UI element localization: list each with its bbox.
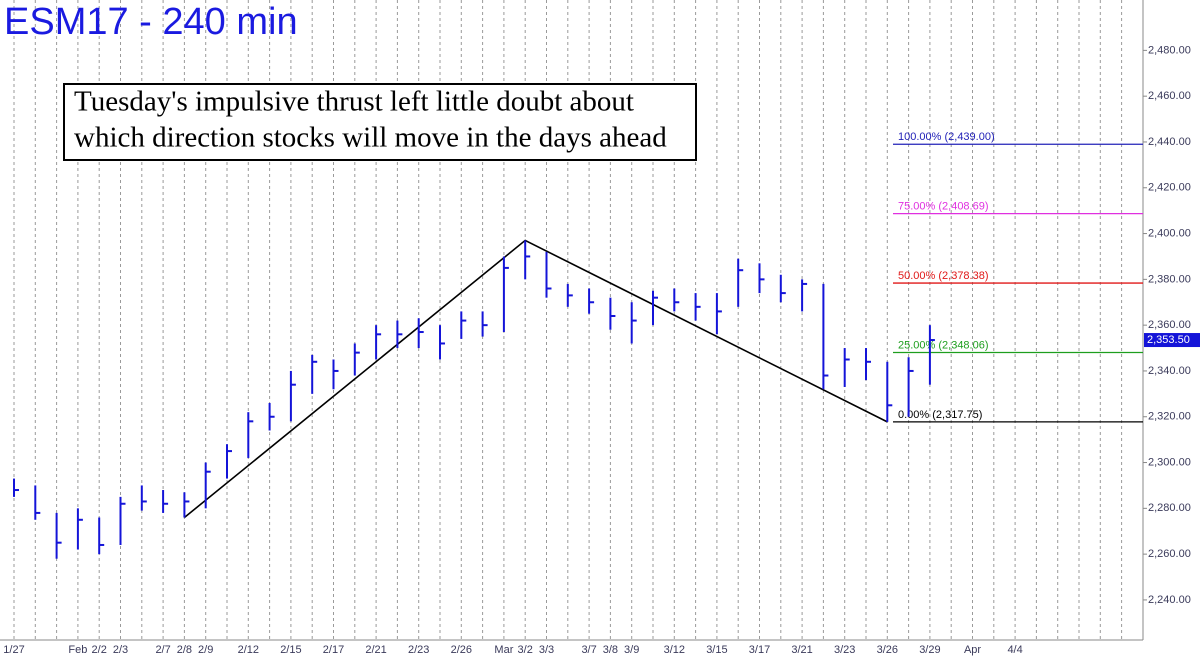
x-tick-label: 3/12	[664, 644, 685, 656]
y-tick-label: 2,460.00	[1148, 90, 1191, 102]
x-tick-label: 3/2	[518, 644, 533, 656]
x-tick-label: 2/7	[155, 644, 170, 656]
y-tick-label: 2,380.00	[1148, 273, 1191, 285]
x-tick-label: 2/2	[92, 644, 107, 656]
x-tick-label: Feb	[68, 644, 87, 656]
y-tick-label: 2,360.00	[1148, 319, 1191, 331]
level-label: 100.00% (2,439.00)	[898, 131, 995, 143]
y-tick-label: 2,300.00	[1148, 456, 1191, 468]
x-tick-label: 4/4	[1007, 644, 1022, 656]
x-tick-label: 3/9	[624, 644, 639, 656]
y-tick-label: 2,320.00	[1148, 411, 1191, 423]
x-tick-label: 3/21	[791, 644, 812, 656]
y-tick-label: 2,240.00	[1148, 594, 1191, 606]
last-price-label: 2,353.50	[1147, 334, 1190, 346]
y-tick-label: 2,280.00	[1148, 502, 1191, 514]
x-tick-label: 3/29	[919, 644, 940, 656]
x-tick-label: 3/17	[749, 644, 770, 656]
x-tick-label: 2/21	[365, 644, 386, 656]
annotation-line: which direction stocks will move in the …	[74, 122, 667, 154]
x-tick-label: 2/9	[198, 644, 213, 656]
x-tick-label: 3/15	[706, 644, 727, 656]
x-tick-label: 2/26	[451, 644, 472, 656]
chart-title: ESM17 - 240 min	[4, 1, 298, 43]
last-price-box	[1144, 333, 1200, 348]
x-tick-label: 3/23	[834, 644, 855, 656]
x-tick-label: 2/15	[280, 644, 301, 656]
x-tick-label: 2/12	[238, 644, 259, 656]
level-label: 0.00% (2,317.75)	[898, 409, 982, 421]
x-tick-label: 2/23	[408, 644, 429, 656]
x-tick-label: 3/8	[603, 644, 618, 656]
x-tick-label: 2/17	[323, 644, 344, 656]
x-tick-label: 2/3	[113, 644, 128, 656]
annotation-box	[63, 83, 697, 161]
y-tick-label: 2,340.00	[1148, 365, 1191, 377]
level-label: 25.00% (2,348.06)	[898, 339, 989, 351]
y-tick-label: 2,260.00	[1148, 548, 1191, 560]
level-label: 75.00% (2,408.69)	[898, 201, 989, 213]
x-tick-label: 3/26	[877, 644, 898, 656]
level-label: 50.00% (2,378.38)	[898, 270, 989, 282]
y-tick-label: 2,400.00	[1148, 227, 1191, 239]
x-tick-label: Mar	[494, 644, 513, 656]
x-tick-label: Apr	[964, 644, 981, 656]
x-tick-label: 3/7	[581, 644, 596, 656]
y-tick-label: 2,420.00	[1148, 182, 1191, 194]
annotation-line: Tuesday's impulsive thrust left little d…	[74, 86, 634, 118]
y-tick-label: 2,480.00	[1148, 44, 1191, 56]
x-tick-label: 3/3	[539, 644, 554, 656]
x-tick-label: 1/27	[3, 644, 24, 656]
x-tick-label: 2/8	[177, 644, 192, 656]
y-tick-label: 2,440.00	[1148, 136, 1191, 148]
